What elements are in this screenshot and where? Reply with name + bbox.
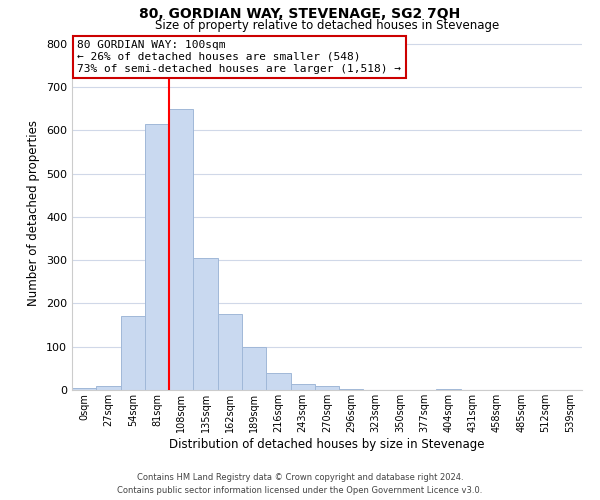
Text: Contains HM Land Registry data © Crown copyright and database right 2024.
Contai: Contains HM Land Registry data © Crown c… — [118, 474, 482, 495]
Bar — [339, 389, 364, 390]
Bar — [193, 258, 218, 390]
Y-axis label: Number of detached properties: Number of detached properties — [28, 120, 40, 306]
Title: Size of property relative to detached houses in Stevenage: Size of property relative to detached ho… — [155, 20, 499, 32]
Text: 80 GORDIAN WAY: 100sqm
← 26% of detached houses are smaller (548)
73% of semi-de: 80 GORDIAN WAY: 100sqm ← 26% of detached… — [77, 40, 401, 74]
X-axis label: Distribution of detached houses by size in Stevenage: Distribution of detached houses by size … — [169, 438, 485, 450]
Bar — [436, 389, 461, 390]
Bar — [290, 384, 315, 390]
Bar — [72, 388, 96, 390]
Bar — [266, 372, 290, 390]
Bar — [218, 314, 242, 390]
Bar — [145, 124, 169, 390]
Bar — [121, 316, 145, 390]
Bar — [96, 386, 121, 390]
Bar — [242, 346, 266, 390]
Text: 80, GORDIAN WAY, STEVENAGE, SG2 7QH: 80, GORDIAN WAY, STEVENAGE, SG2 7QH — [139, 8, 461, 22]
Bar — [315, 386, 339, 390]
Bar — [169, 108, 193, 390]
